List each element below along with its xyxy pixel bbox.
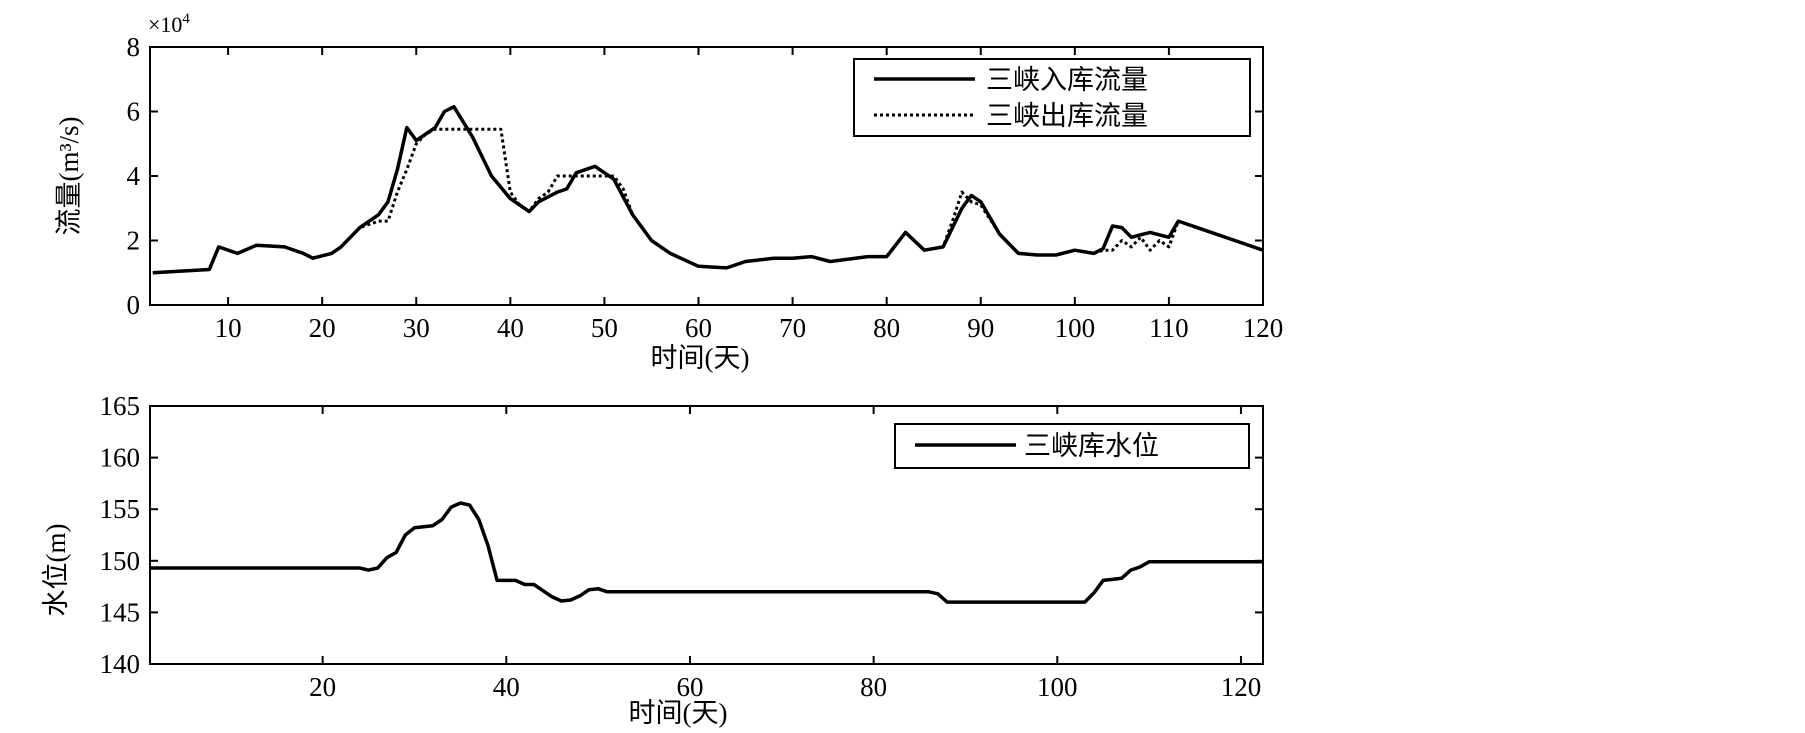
x-tick-label: 20 — [309, 313, 336, 343]
legend-label-outflow: 三峡出库流量 — [986, 101, 1148, 131]
x-tick-label: 120 — [1221, 672, 1262, 702]
x-tick-label: 60 — [676, 672, 703, 702]
flow-y-axis-label: 流量(m³/s) — [54, 116, 84, 235]
x-tick-label: 100 — [1037, 672, 1078, 702]
water-level-legend: 三峡库水位 — [894, 423, 1250, 469]
y-tick-label: 140 — [100, 649, 141, 679]
x-tick-label: 30 — [403, 313, 430, 343]
flow-legend-box — [853, 58, 1251, 137]
x-tick-label: 70 — [779, 313, 806, 343]
x-tick-label: 80 — [860, 672, 887, 702]
water-level-x-axis-label: 时间(天) — [629, 698, 728, 728]
y-tick-label: 6 — [127, 97, 141, 127]
water-level-y-axis-label: 水位(m) — [41, 524, 71, 617]
x-tick-label: 40 — [493, 672, 520, 702]
legend-label-water-level: 三峡库水位 — [1024, 431, 1159, 461]
x-tick-label: 60 — [685, 313, 712, 343]
y-tick-label: 155 — [100, 494, 141, 524]
x-tick-label: 120 — [1243, 313, 1284, 343]
x-tick-label: 50 — [591, 313, 618, 343]
x-tick-label: 80 — [873, 313, 900, 343]
y-tick-label: 150 — [100, 546, 141, 576]
x-tick-label: 90 — [967, 313, 994, 343]
x-tick-label: 110 — [1149, 313, 1189, 343]
y-tick-label: 0 — [127, 290, 141, 320]
x-tick-label: 40 — [497, 313, 524, 343]
flow-multiplier: ×104 — [148, 11, 190, 37]
x-tick-label: 100 — [1055, 313, 1096, 343]
flow-chart: 10 20 30 40 50 60 70 80 90 100 110 120 0 2 4 6 8 ×104 时间… — [54, 11, 1283, 373]
x-tick-label: 10 — [215, 313, 242, 343]
series-line-1-0 — [150, 501, 1263, 604]
legend-label-inflow: 三峡入库流量 — [986, 65, 1148, 95]
water-level-chart: 20 40 60 80 100 120 140 145 150 155 160 165 时间(天) 水… — [41, 391, 1264, 728]
x-tick-label: 20 — [309, 672, 336, 702]
y-tick-label: 160 — [100, 443, 141, 473]
y-tick-label: 4 — [127, 161, 141, 191]
series-line-0-1 — [152, 127, 1264, 275]
flow-x-axis-label: 时间(天) — [651, 343, 750, 373]
y-tick-label: 2 — [127, 226, 141, 256]
y-tick-label: 8 — [127, 32, 141, 62]
water-level-axes-frame — [149, 405, 1264, 665]
flow-legend: 三峡入库流量 三峡出库流量 — [853, 58, 1251, 137]
y-tick-label: 145 — [100, 597, 141, 627]
y-tick-label: 165 — [100, 391, 141, 421]
